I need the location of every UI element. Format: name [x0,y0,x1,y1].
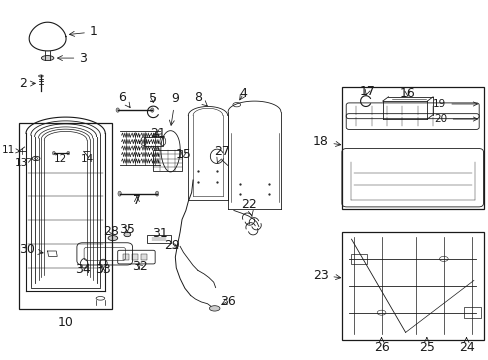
Bar [143,137,163,145]
Text: 22: 22 [241,198,257,216]
Text: 30: 30 [19,243,43,256]
Text: 19: 19 [432,99,476,109]
Text: 31: 31 [151,226,167,239]
Text: 21: 21 [150,127,165,140]
Bar [19,123,112,309]
Ellipse shape [39,75,43,77]
Bar [153,150,182,171]
Bar [341,232,483,339]
Bar [132,254,138,260]
Text: 24: 24 [458,338,473,354]
Bar [463,307,480,318]
Text: 15: 15 [175,148,191,161]
Ellipse shape [52,151,55,155]
Bar [141,254,146,260]
Ellipse shape [209,306,220,311]
Text: 9: 9 [169,92,179,125]
Text: 5: 5 [149,92,157,105]
Text: 26: 26 [373,338,388,354]
Bar [350,253,366,264]
Text: 3: 3 [58,51,87,64]
Ellipse shape [118,191,121,196]
Bar [147,235,170,243]
Text: 35: 35 [119,223,135,236]
Text: 20: 20 [434,114,476,124]
Text: 18: 18 [312,135,340,148]
Text: 33: 33 [95,263,111,276]
Ellipse shape [116,108,119,112]
Ellipse shape [123,232,130,237]
Text: 14: 14 [81,154,94,164]
Text: 7: 7 [133,194,141,207]
Text: 10: 10 [58,316,73,329]
Text: 28: 28 [103,225,119,238]
Text: 32: 32 [132,260,148,273]
Bar [341,87,483,209]
Text: 34: 34 [75,263,90,276]
Text: 36: 36 [220,295,236,308]
Text: 23: 23 [312,269,340,282]
Text: 1: 1 [69,26,98,39]
Ellipse shape [108,235,118,240]
Ellipse shape [41,55,54,60]
Ellipse shape [155,191,159,196]
Text: 12: 12 [53,154,66,164]
Text: 29: 29 [164,239,180,252]
Text: 11: 11 [2,145,20,155]
Text: 4: 4 [239,87,247,100]
Ellipse shape [150,108,154,112]
Text: 6: 6 [118,91,130,108]
Text: 25: 25 [418,338,434,354]
Text: 27: 27 [214,145,229,163]
Bar [123,254,129,260]
Text: 16: 16 [399,87,415,100]
Text: 17: 17 [359,85,374,98]
Text: 13: 13 [15,158,32,168]
Text: 2: 2 [19,77,35,90]
Text: 8: 8 [193,91,207,106]
Ellipse shape [67,151,70,155]
